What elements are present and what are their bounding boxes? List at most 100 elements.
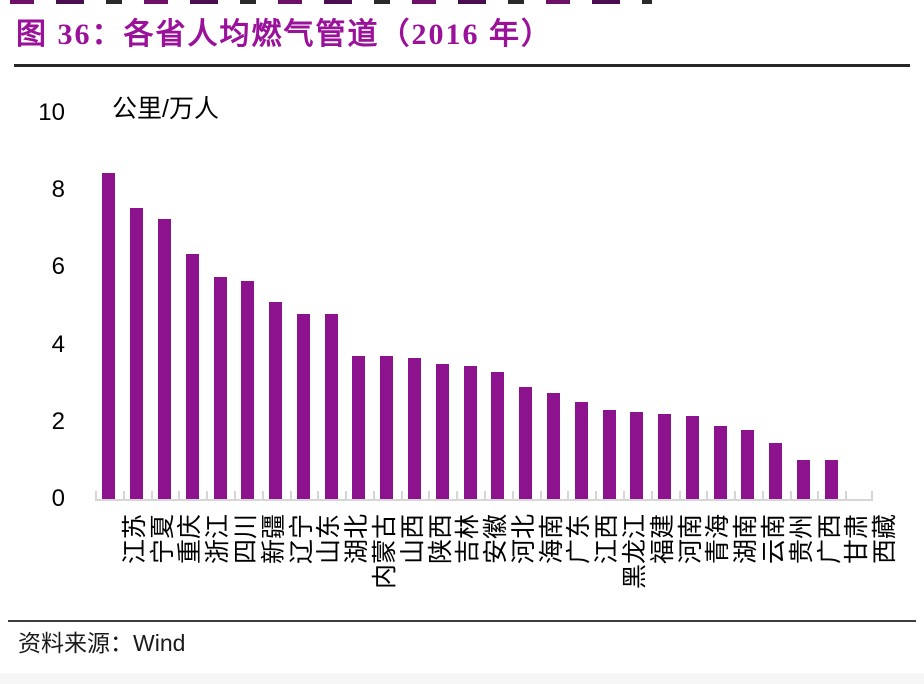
x-axis-tick — [734, 491, 737, 499]
x-axis-tick — [95, 491, 97, 499]
x-axis-tick — [400, 491, 403, 499]
y-axis-unit-label: 公里/万人 — [112, 95, 219, 123]
x-tick-label: 海南 — [537, 514, 566, 565]
x-axis-labels: 江苏 宁夏 重庆 浙江 四川 新疆 辽宁 山东 湖北 内蒙古 山西 陕西 吉林 安徽 河北 海南 广东 江西 黑龙江… — [95, 514, 899, 614]
x-tick-label: 四川 — [232, 514, 261, 565]
bar-河南 — [658, 414, 672, 499]
x-tick-label: 青海 — [704, 514, 733, 565]
bar-宁夏 — [130, 208, 144, 499]
x-tick-label: 辽宁 — [287, 514, 316, 565]
x-tick-label: 广东 — [565, 514, 594, 565]
y-tick-label: 2 — [51, 407, 65, 435]
plot-area — [95, 113, 873, 501]
x-tick-label: 西藏 — [871, 514, 900, 565]
bar-山西 — [380, 356, 394, 499]
x-axis-tick — [845, 491, 848, 499]
x-tick-label: 河南 — [676, 514, 705, 565]
title-divider — [14, 64, 910, 67]
bar-湖北 — [324, 314, 338, 499]
cropped-text-artifact — [10, 0, 652, 4]
x-tick-label: 贵州 — [787, 514, 816, 565]
bar-甘肃 — [824, 460, 838, 499]
x-tick-label: 云南 — [759, 514, 788, 565]
x-tick-label: 湖南 — [732, 514, 761, 565]
x-tick-label: 江苏 — [120, 514, 149, 565]
x-axis-tick — [511, 491, 514, 499]
x-axis-tick — [233, 491, 236, 499]
x-axis-tick — [871, 491, 873, 499]
bar-陕西 — [408, 358, 422, 499]
y-tick-label: 0 — [51, 485, 65, 512]
x-tick-label: 山西 — [398, 514, 427, 565]
y-tick-label: 10 — [38, 99, 65, 126]
bar-江苏 — [102, 173, 116, 499]
x-tick-label: 浙江 — [204, 514, 233, 565]
bar-内蒙古 — [352, 356, 366, 499]
x-tick-label: 江西 — [593, 514, 622, 565]
bar-福建 — [630, 412, 644, 499]
y-axis-labels: 10 8 6 4 2 0 — [0, 100, 65, 525]
x-tick-label: 内蒙古 — [370, 514, 399, 590]
bar-新疆 — [241, 281, 255, 499]
y-tick-label: 4 — [51, 330, 65, 358]
bar-辽宁 — [269, 302, 283, 499]
bar-青海 — [685, 416, 699, 499]
bar-重庆 — [157, 219, 171, 499]
y-tick-label: 6 — [51, 253, 65, 281]
bar-贵州 — [769, 443, 783, 499]
x-axis-tick — [622, 491, 625, 499]
y-tick-label: 8 — [51, 176, 65, 204]
x-axis-tick — [706, 491, 709, 499]
x-axis-tick — [817, 491, 820, 499]
x-axis-tick — [567, 491, 570, 499]
bar-河北 — [491, 372, 505, 499]
bar-江西 — [574, 402, 588, 499]
x-tick-label: 宁夏 — [148, 514, 177, 565]
x-tick-label: 湖北 — [343, 514, 372, 565]
x-axis-tick — [650, 491, 653, 499]
x-tick-label: 黑龙江 — [621, 514, 650, 590]
x-axis-tick — [122, 491, 125, 499]
bar-湖南 — [713, 426, 727, 499]
x-axis-tick — [539, 491, 542, 499]
x-tick-label: 福建 — [648, 514, 677, 565]
bar-云南 — [741, 430, 755, 499]
x-tick-label: 新疆 — [259, 514, 288, 565]
x-tick-label: 安徽 — [482, 514, 511, 565]
x-tick-label: 吉林 — [454, 514, 483, 565]
x-tick-label: 山东 — [315, 514, 344, 565]
x-axis-tick — [761, 491, 764, 499]
bar-山东 — [296, 314, 310, 499]
source-note: 资料来源：Wind — [18, 630, 186, 656]
x-axis-tick — [178, 491, 181, 499]
x-axis-tick — [372, 491, 375, 499]
x-tick-label: 重庆 — [176, 514, 205, 565]
x-axis-tick — [595, 491, 598, 499]
bar-浙江 — [185, 254, 199, 499]
figure-title: 图 36：各省人均燃气管道（2016 年） — [16, 18, 553, 51]
x-axis-tick — [484, 491, 486, 499]
x-axis-tick — [428, 491, 431, 499]
x-axis-tick — [789, 491, 792, 499]
footer-divider — [8, 620, 916, 622]
x-axis-tick — [206, 491, 209, 499]
x-tick-label: 甘肃 — [843, 514, 872, 565]
page-edge — [0, 673, 924, 684]
x-axis-tick — [345, 491, 348, 499]
bar-安徽 — [463, 366, 477, 499]
x-axis-tick — [678, 491, 681, 499]
bar-广东 — [546, 393, 560, 499]
bar-广西 — [797, 460, 811, 499]
bar-黑龙江 — [602, 410, 616, 499]
x-tick-label: 陕西 — [426, 514, 455, 565]
bar-海南 — [519, 387, 533, 499]
x-axis-tick — [261, 491, 264, 499]
bar-四川 — [213, 277, 227, 499]
x-axis-tick — [289, 491, 292, 499]
x-tick-label: 河北 — [509, 514, 538, 565]
x-axis-tick — [456, 491, 459, 499]
x-tick-label: 广西 — [815, 514, 844, 565]
x-axis-tick — [317, 491, 320, 499]
x-axis-tick — [150, 491, 153, 499]
